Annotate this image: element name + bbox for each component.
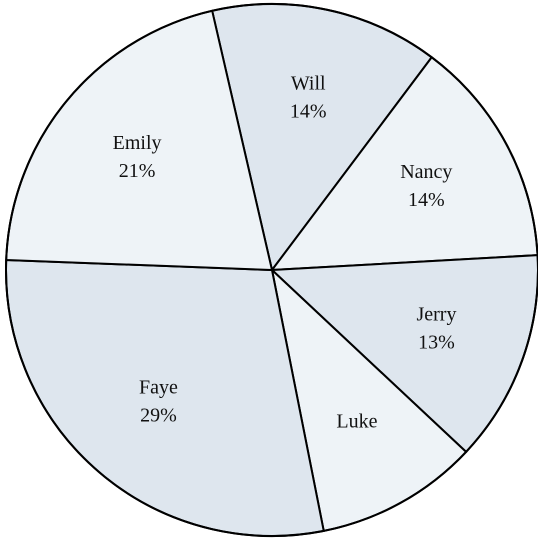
slice-value-will: 14%	[290, 100, 327, 122]
pie-outline	[5, 3, 538, 537]
slice-label-faye: Faye	[139, 377, 178, 399]
slice-label-emily: Emily	[113, 132, 162, 154]
slice-label-will: Will	[291, 72, 326, 94]
pie-labels: Will 14% Nancy 14% Jerry 13% Luke Faye 29% Emily 2…	[113, 72, 457, 432]
slice-value-jerry: 13%	[418, 331, 455, 353]
slice-label-jerry: Jerry	[416, 303, 456, 325]
slice-value-faye: 29%	[140, 405, 177, 427]
slice-label-nancy: Nancy	[400, 161, 452, 183]
slice-value-nancy: 14%	[408, 189, 445, 211]
slice-value-emily: 21%	[119, 160, 156, 182]
slice-label-luke: Luke	[336, 411, 377, 433]
pie-slices	[5, 3, 538, 537]
